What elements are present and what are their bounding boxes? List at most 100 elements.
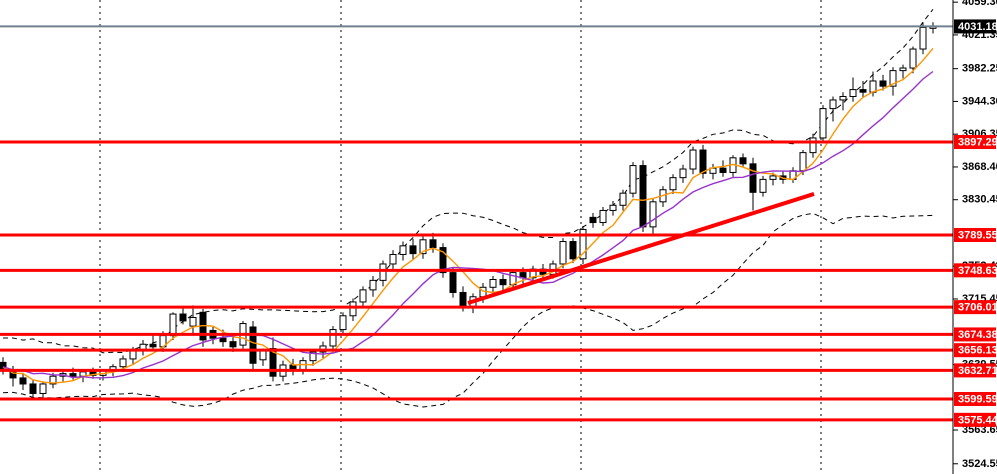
candle (809, 133, 817, 158)
candle (439, 243, 447, 278)
candle-body-bullish (309, 351, 317, 362)
price-level-badge-label: 3656.13 (958, 345, 997, 357)
price-tick-label: 3524.55 (962, 458, 997, 470)
current-price-badge: 4031.18 (954, 19, 997, 34)
price-level-badge: 3599.59 (954, 391, 997, 406)
candle (649, 198, 657, 234)
candle (879, 74, 887, 91)
candle-body-bearish (179, 313, 187, 322)
candle (19, 372, 27, 391)
candle (449, 267, 457, 298)
candle-body-bullish (689, 149, 697, 170)
candle (419, 234, 427, 259)
trend-line[interactable] (467, 192, 815, 305)
grid-separators (99, 0, 822, 474)
candle (499, 274, 507, 291)
candle-body-bullish (369, 279, 377, 291)
price-level-badge: 3656.13 (954, 343, 997, 358)
candle-body-bearish (439, 247, 447, 274)
candle (679, 164, 687, 183)
candle-body-bullish (849, 89, 857, 98)
candle-body-bullish (759, 178, 767, 193)
price-level-badge: 3789.55 (954, 228, 997, 243)
candle (849, 77, 857, 102)
candle (189, 305, 197, 334)
price-tick-label: 3830.45 (962, 194, 997, 206)
candle-body-bullish (629, 165, 637, 194)
candle (909, 46, 917, 74)
candle-body-bullish (329, 329, 337, 347)
candle (269, 337, 277, 382)
candle (839, 92, 847, 111)
price-level-badge-bg (954, 263, 996, 278)
price-tick-label: 3944.30 (962, 95, 997, 107)
candle (919, 22, 927, 55)
candle-body-bullish (189, 316, 197, 327)
candle-body-bullish (919, 26, 927, 50)
candle-body-bearish (449, 272, 457, 293)
candle (609, 200, 617, 216)
candle-body-bullish (489, 279, 497, 288)
candle-body-bearish (29, 383, 37, 394)
price-level-badge-label: 3897.29 (958, 137, 997, 149)
candle-body-bullish (609, 204, 617, 211)
candle (349, 298, 357, 321)
candle-body-bearish (229, 341, 237, 348)
price-level-badge-label: 3674.38 (958, 329, 997, 341)
price-tick-label: 3982.25 (962, 63, 997, 75)
candle-body-bearish (459, 291, 467, 307)
candle-body-bullish (339, 315, 347, 331)
candle (249, 320, 257, 372)
candle (899, 64, 907, 79)
candle-body-bearish (19, 377, 27, 385)
price-level-badge-bg (954, 391, 996, 406)
candle-body-bullish (419, 239, 427, 255)
price-level-badge-label: 3599.59 (958, 393, 997, 405)
candle (599, 207, 607, 226)
candle-body-bearish (739, 157, 747, 165)
candle-body-bullish (259, 349, 267, 361)
candle (39, 381, 47, 399)
candle (699, 144, 707, 179)
candle (819, 105, 827, 143)
candle (329, 326, 337, 351)
candle-body-bearish (699, 149, 707, 174)
candle (749, 157, 757, 211)
ma-slow-line (2, 70, 934, 379)
candle-body-bullish (799, 152, 807, 172)
candle-body-bearish (69, 373, 77, 377)
candle (759, 175, 767, 197)
candle (389, 250, 397, 271)
candle (889, 67, 897, 96)
candle (29, 379, 37, 397)
price-level-badge: 3674.38 (954, 327, 997, 342)
candle (149, 334, 157, 352)
price-level-badge-label: 3575.44 (958, 414, 997, 426)
candle (719, 160, 727, 177)
candle-body-bullish (819, 108, 827, 139)
candle (739, 153, 747, 168)
candle-body-bullish (679, 168, 687, 179)
price-level-badge-bg (954, 363, 996, 378)
candle-body-bullish (169, 313, 177, 337)
candle-body-bullish (389, 253, 397, 265)
candle-body-bearish (149, 343, 157, 348)
candle-body-bullish (119, 358, 127, 368)
candle (399, 241, 407, 261)
candle-body-bullish (39, 383, 47, 394)
bollinger-lower-band (2, 212, 934, 408)
candle-body-bearish (589, 216, 597, 224)
candle-body-bearish (429, 239, 437, 249)
candle-body-bullish (809, 137, 817, 154)
candle-body-bearish (269, 348, 277, 377)
price-axis[interactable]: 4059.304021.353982.253944.303906.353868.… (952, 0, 997, 474)
candle-body-bullish (839, 96, 847, 101)
candle-body-bullish (829, 99, 837, 110)
candle-body-bullish (619, 192, 627, 206)
candle (179, 306, 187, 325)
price-level-badge-label: 3632.71 (958, 365, 997, 377)
candle (669, 174, 677, 195)
candle (489, 276, 497, 294)
